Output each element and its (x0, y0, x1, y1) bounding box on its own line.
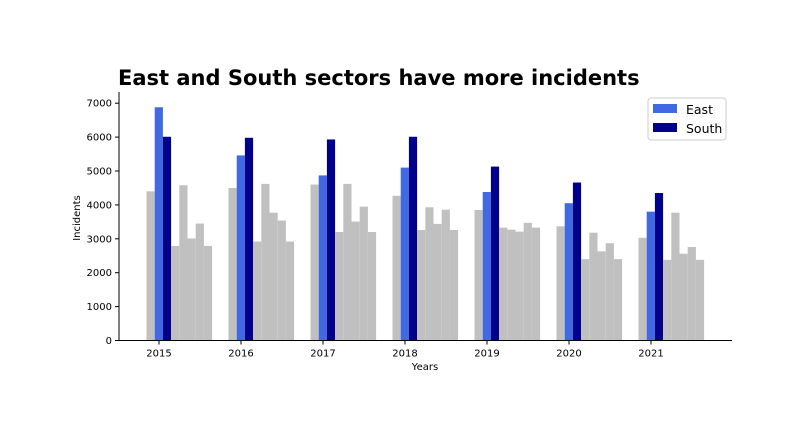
bar-south-2015 (162, 136, 172, 341)
x-tick-label: 2016 (228, 349, 253, 360)
bar-other-7-2018 (449, 229, 459, 341)
y-tick-label: 0 (106, 336, 112, 347)
bar-other-7-2017 (367, 232, 377, 341)
bar-other-5-2017 (351, 221, 360, 341)
y-tick-label: 6000 (87, 133, 112, 144)
y-axis-label: Incidents (72, 195, 83, 241)
bar-other-5-2021 (679, 253, 688, 341)
bar-other-6-2017 (359, 206, 368, 341)
x-tick-label: 2018 (392, 349, 417, 360)
axes (118, 92, 732, 341)
bar-east-2017 (318, 175, 327, 341)
legend-swatch-east (653, 104, 677, 113)
bar-other-4-2021 (671, 212, 680, 341)
bar-other-6-2021 (687, 246, 696, 341)
bar-east-2016 (236, 155, 245, 341)
x-tick-label: 2015 (146, 349, 171, 360)
legend-label-south: South (686, 121, 722, 136)
bar-other-7-2021 (695, 259, 705, 341)
bar-other-5-2020 (597, 251, 606, 341)
bar-other-3-2017 (335, 232, 344, 341)
bar-other-0-2019 (474, 209, 483, 341)
bar-south-2019 (490, 166, 500, 341)
x-tick-label: 2021 (638, 349, 663, 360)
bar-other-0-2017 (310, 184, 319, 341)
bar-other-6-2018 (441, 209, 450, 341)
x-ticks: 2015 2016 2017 2018 2019 2020 2021 (146, 340, 664, 360)
bar-other-3-2016 (253, 241, 262, 341)
bar-other-3-2018 (417, 229, 426, 341)
bar-other-3-2021 (663, 259, 672, 341)
bar-other-4-2018 (425, 207, 434, 341)
bar-south-2017 (326, 139, 336, 341)
bar-other-3-2015 (171, 245, 180, 341)
bar-south-2021 (654, 193, 664, 341)
bar-other-6-2020 (605, 243, 614, 341)
bar-other-3-2020 (581, 259, 590, 341)
bar-layer (146, 107, 705, 341)
bar-south-2020 (572, 182, 582, 341)
bar-other-0-2020 (556, 226, 565, 341)
bar-other-3-2019 (499, 227, 508, 341)
bar-other-0-2021 (638, 237, 647, 341)
legend-swatch-south (653, 123, 677, 132)
bar-east-2019 (482, 192, 491, 341)
y-tick-label: 5000 (87, 167, 112, 178)
bar-other-4-2019 (507, 229, 516, 341)
bar-other-7-2019 (531, 227, 541, 341)
bar-east-2018 (400, 167, 409, 341)
bar-other-5-2016 (269, 212, 278, 341)
bar-other-5-2015 (187, 238, 196, 341)
bar-other-5-2018 (433, 223, 442, 341)
y-tick-label: 1000 (87, 302, 112, 313)
bar-other-4-2017 (343, 183, 352, 341)
y-tick-label: 2000 (87, 268, 112, 279)
y-tick-label: 4000 (87, 200, 112, 211)
y-tick-label: 3000 (87, 234, 112, 245)
x-tick-label: 2020 (556, 349, 581, 360)
bar-other-7-2015 (203, 245, 213, 341)
bar-other-0-2018 (392, 195, 401, 341)
bar-other-6-2015 (195, 223, 204, 341)
chart-title: East and South sectors have more inciden… (118, 66, 640, 90)
bar-other-4-2016 (261, 183, 270, 341)
x-tick-label: 2017 (310, 349, 335, 360)
bar-east-2015 (154, 107, 163, 341)
y-ticks: 0 1000 2000 3000 4000 5000 6000 7000 (87, 99, 119, 347)
x-tick-label: 2019 (474, 349, 499, 360)
bar-other-7-2016 (285, 241, 295, 341)
bar-other-5-2019 (515, 231, 524, 341)
bar-other-0-2015 (146, 191, 155, 341)
bar-other-4-2015 (179, 185, 188, 341)
bar-other-7-2020 (613, 259, 623, 341)
bar-east-2021 (646, 211, 655, 341)
legend: East South (647, 97, 727, 141)
bar-other-6-2016 (277, 220, 286, 341)
bar-other-4-2020 (589, 232, 598, 341)
bar-other-0-2016 (228, 187, 237, 341)
y-tick-label: 7000 (87, 99, 112, 110)
bar-other-6-2019 (523, 222, 532, 341)
legend-label-east: East (686, 102, 713, 117)
bar-east-2020 (564, 203, 573, 341)
bar-south-2016 (244, 137, 254, 341)
x-axis-label: Years (411, 362, 438, 373)
bar-south-2018 (408, 136, 418, 341)
